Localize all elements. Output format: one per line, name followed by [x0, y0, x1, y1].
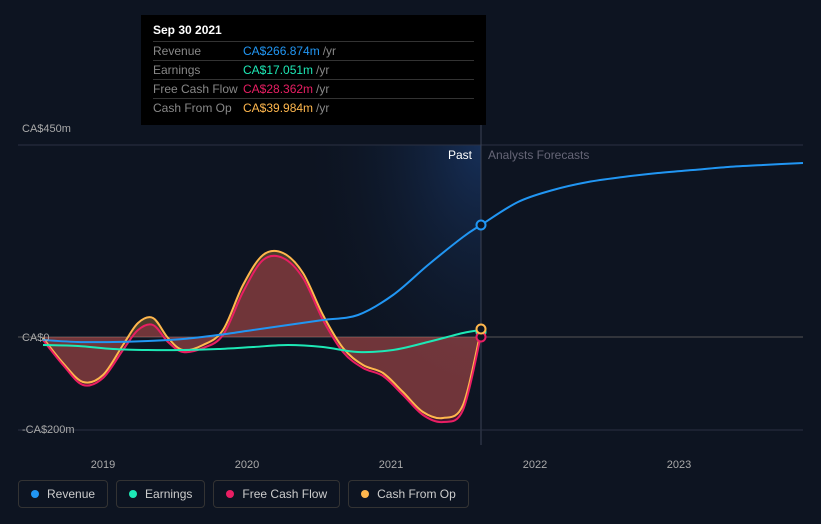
tooltip-metric-unit: /yr: [316, 82, 329, 96]
tooltip-metric-label: Earnings: [153, 63, 243, 77]
tooltip-metric-value: CA$28.362m: [243, 82, 313, 96]
tooltip-row: RevenueCA$266.874m/yr: [153, 41, 474, 60]
tooltip-metric-value: CA$266.874m: [243, 44, 320, 58]
analysts-forecasts-label: Analysts Forecasts: [488, 148, 589, 162]
past-label: Past: [448, 148, 472, 162]
legend-label: Cash From Op: [377, 487, 456, 501]
legend-item-revenue[interactable]: Revenue: [18, 480, 108, 508]
tooltip-metric-unit: /yr: [323, 44, 336, 58]
tooltip-metric-unit: /yr: [316, 101, 329, 115]
legend-item-earnings[interactable]: Earnings: [116, 480, 205, 508]
tooltip-date: Sep 30 2021: [153, 23, 474, 37]
tooltip-row: Cash From OpCA$39.984m/yr: [153, 98, 474, 117]
legend-item-free-cash-flow[interactable]: Free Cash Flow: [213, 480, 340, 508]
tooltip-row: EarningsCA$17.051m/yr: [153, 60, 474, 79]
legend-label: Revenue: [47, 487, 95, 501]
chart-legend: Revenue Earnings Free Cash Flow Cash From O…: [18, 480, 469, 508]
legend-label: Free Cash Flow: [242, 487, 327, 501]
legend-item-cash-from-op[interactable]: Cash From Op: [348, 480, 469, 508]
tooltip-row: Free Cash FlowCA$28.362m/yr: [153, 79, 474, 98]
x-axis-label: 2023: [667, 459, 691, 471]
y-axis-label: CA$0: [22, 332, 50, 344]
chart-tooltip: Sep 30 2021 RevenueCA$266.874m/yrEarning…: [141, 15, 486, 125]
legend-dot-icon: [226, 490, 234, 498]
x-axis-label: 2021: [379, 459, 403, 471]
tooltip-metric-value: CA$39.984m: [243, 101, 313, 115]
x-axis-label: 2019: [91, 459, 115, 471]
chart-svg: [18, 120, 803, 449]
x-axis-label: 2022: [523, 459, 547, 471]
y-axis-label: CA$450m: [22, 123, 71, 135]
legend-label: Earnings: [145, 487, 192, 501]
legend-dot-icon: [361, 490, 369, 498]
tooltip-metric-unit: /yr: [316, 63, 329, 77]
y-axis-label: -CA$200m: [22, 424, 75, 436]
x-axis-label: 2020: [235, 459, 259, 471]
tooltip-metric-label: Free Cash Flow: [153, 82, 243, 96]
tooltip-metric-label: Revenue: [153, 44, 243, 58]
legend-dot-icon: [129, 490, 137, 498]
tooltip-metric-value: CA$17.051m: [243, 63, 313, 77]
legend-dot-icon: [31, 490, 39, 498]
tooltip-metric-label: Cash From Op: [153, 101, 243, 115]
